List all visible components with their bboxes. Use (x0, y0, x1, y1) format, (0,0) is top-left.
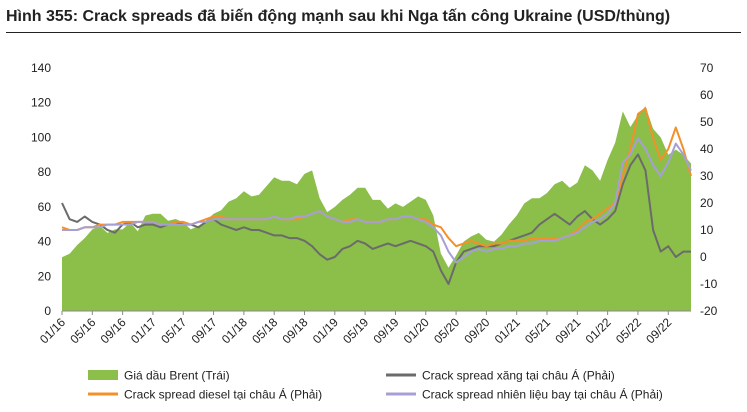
series-4-crack-spread-nhien-lieu-bay-ta (62, 137, 692, 264)
y-left-tick-label: 40 (38, 235, 52, 249)
y-left-tick-label: 20 (38, 269, 52, 283)
legend-label-diesel: Crack spread diesel tại châu Á (Phải) (124, 387, 322, 402)
x-tick-label: 01/17 (128, 315, 159, 346)
x-tick-label: 01/16 (37, 315, 68, 346)
y-left-tick-label: 120 (31, 96, 51, 110)
x-tick-label: 09/17 (189, 315, 220, 346)
y-right-tick-label: 70 (700, 61, 714, 75)
x-tick-label: 09/20 (461, 315, 492, 346)
x-tick-label: 09/18 (279, 315, 310, 346)
x-tick-label: 05/17 (158, 315, 189, 346)
y-right-tick-label: -20 (700, 304, 718, 318)
legend-label-gasoline: Crack spread xăng tại châu Á (Phải) (422, 368, 615, 383)
y-left-tick-label: 60 (38, 200, 52, 214)
y-right-tick-label: 0 (700, 250, 707, 264)
x-tick-label: 01/21 (492, 315, 523, 346)
chart-title: Hình 355: Crack spreads đã biến động mạn… (6, 8, 741, 33)
series-1-gia-dau-brent-trai (62, 106, 691, 311)
x-tick-label: 09/19 (370, 315, 401, 346)
x-tick-label: 05/19 (340, 315, 371, 346)
legend-label-jet: Crack spread nhiên liệu bay tại châu Á (… (422, 387, 663, 402)
x-tick-label: 05/21 (522, 315, 553, 346)
x-tick-label: 01/18 (219, 315, 250, 346)
x-tick-label: 05/20 (431, 315, 462, 346)
y-left-tick-label: 80 (38, 165, 52, 179)
legend-swatch-brent (88, 370, 118, 380)
x-tick-label: 05/16 (67, 315, 98, 346)
y-left-tick-label: 140 (31, 61, 51, 75)
y-right-tick-label: 30 (700, 169, 714, 183)
y-right-tick-label: 60 (700, 88, 714, 102)
x-tick-label: 01/22 (583, 315, 614, 346)
x-tick-label: 01/20 (401, 315, 432, 346)
legend-label-brent: Giá dầu Brent (Trái) (124, 369, 230, 383)
x-tick-label: 01/19 (310, 315, 341, 346)
y-right-tick-label: 20 (700, 196, 714, 210)
y-right-tick-label: 50 (700, 115, 714, 129)
y-right-tick-label: 40 (700, 142, 714, 156)
legend: Giá dầu Brent (Trái) Crack spread xăng t… (88, 368, 663, 402)
x-tick-label: 05/22 (613, 315, 644, 346)
x-tick-label: 09/22 (643, 315, 674, 346)
x-tick-label: 09/16 (98, 315, 129, 346)
x-tick-label: 09/21 (552, 315, 583, 346)
y-right-tick-label: -10 (700, 277, 718, 291)
x-tick-label: 05/18 (249, 315, 280, 346)
y-left-tick-label: 100 (31, 130, 51, 144)
y-right-tick-label: 10 (700, 223, 714, 237)
y-left-tick-label: 0 (44, 304, 51, 318)
plot-area (61, 106, 692, 311)
